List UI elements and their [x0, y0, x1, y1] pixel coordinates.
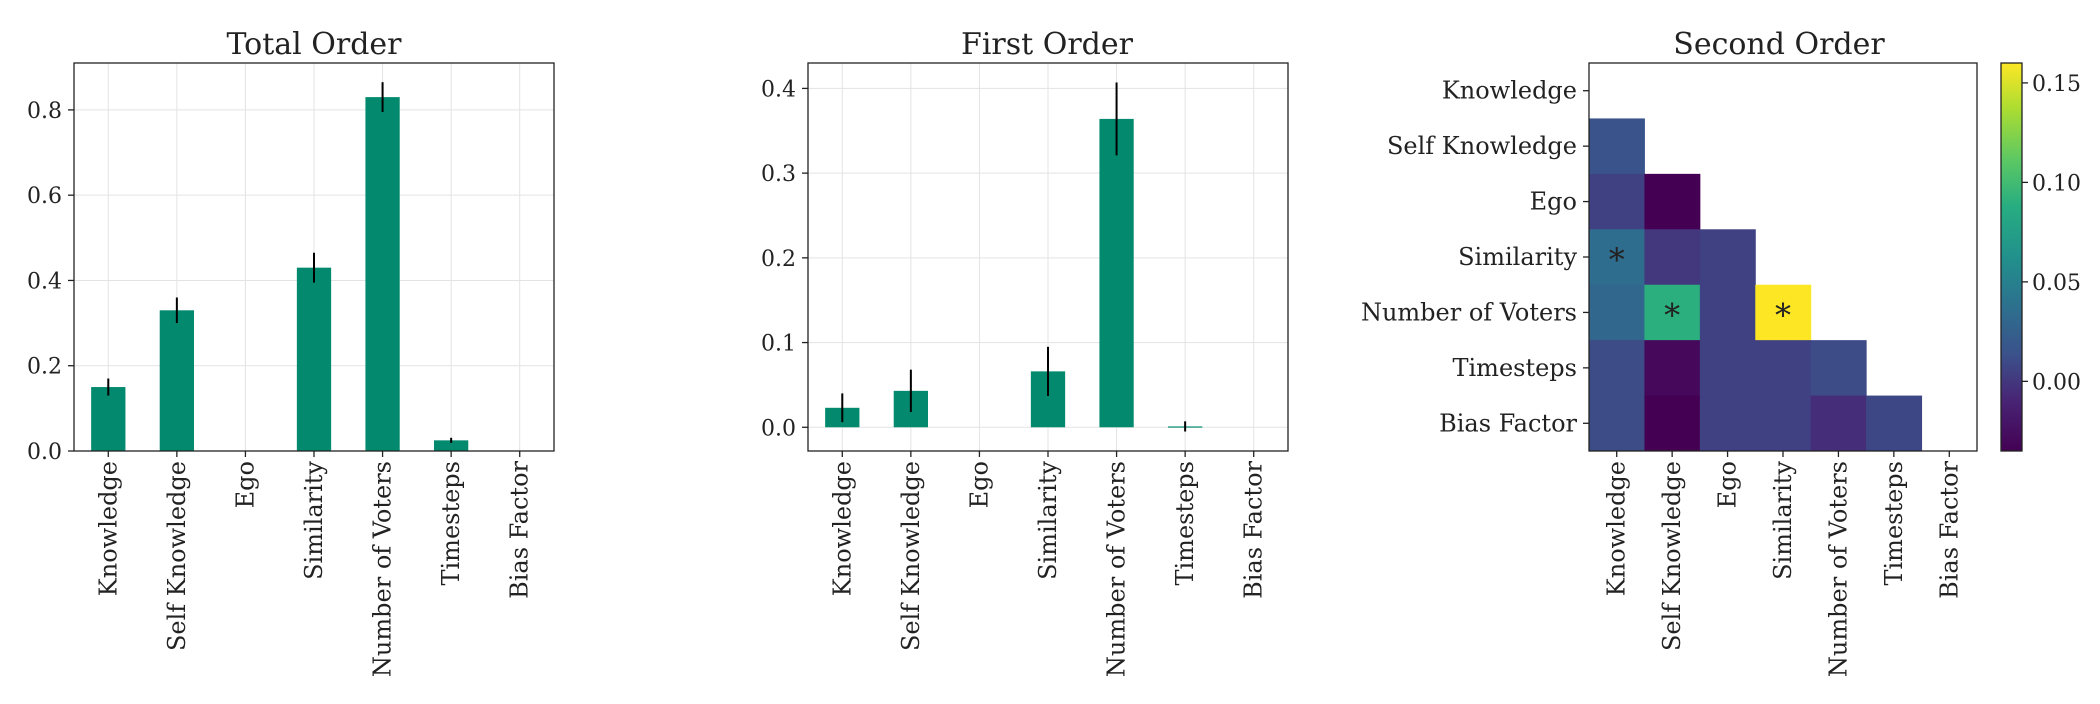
heatmap-col-label-self-knowledge: Self Knowledge [1658, 461, 1686, 651]
total-order-bar-self-knowledge [159, 310, 194, 451]
first-order-title: First Order [961, 27, 1134, 62]
heatmap-cell-timesteps-x-ego [1699, 340, 1756, 397]
first-order-xtick-label-similarity: Similarity [1034, 461, 1062, 580]
first-order-xtick-label-self-knowledge: Self Knowledge [897, 461, 925, 651]
first-order-ytick-label: 0.3 [761, 162, 796, 187]
heatmap-cell-similarity-x-self-knowledge [1644, 229, 1701, 286]
heatmap-row-label-number-of-voters: Number of Voters [1361, 298, 1577, 326]
heatmap-col-label-ego: Ego [1714, 461, 1742, 508]
heatmap-cell-number-of-voters-x-similarity [1755, 284, 1812, 341]
colorbar-tick-label: 0.10 [2032, 171, 2081, 196]
first-order-ytick-label: 0.0 [761, 416, 796, 441]
total-order-ytick-label: 0.0 [27, 440, 62, 465]
total-order-xtick-label-knowledge: Knowledge [94, 461, 122, 596]
heatmap-cell-bias-factor-x-number-of-voters [1810, 395, 1867, 452]
total-order-ytick-label: 0.4 [27, 269, 62, 294]
total-order-xtick-label-self-knowledge: Self Knowledge [163, 461, 191, 651]
total-order-bar-timesteps [434, 440, 469, 451]
heatmap-cell-timesteps-x-knowledge [1589, 340, 1645, 397]
heatmap-cell-number-of-voters-x-ego [1699, 284, 1756, 341]
total-order-ytick-label: 0.8 [27, 99, 62, 124]
first-order-xtick-label-ego: Ego [965, 461, 993, 508]
total-order-bar-knowledge [91, 387, 126, 451]
heatmap-col-label-knowledge: Knowledge [1603, 461, 1631, 596]
heatmap-col-label-similarity: Similarity [1769, 461, 1797, 580]
heatmap-row-label-timesteps: Timesteps [1453, 354, 1578, 382]
heatmap-cell-number-of-voters-x-self-knowledge [1644, 284, 1701, 341]
heatmap-cell-bias-factor-x-self-knowledge [1644, 395, 1701, 452]
total-order-bar-similarity [296, 267, 332, 451]
total-order-xtick-label-number-of-voters: Number of Voters [369, 461, 397, 677]
total-order-ytick-label: 0.6 [27, 184, 62, 209]
total-order-xtick-label-similarity: Similarity [300, 461, 328, 580]
total-order-xtick-label-timesteps: Timesteps [437, 461, 465, 586]
colorbar [2000, 62, 2023, 452]
first-order-ytick-label: 0.4 [761, 77, 796, 102]
heatmap-cell-ego-x-self-knowledge [1644, 173, 1701, 230]
second-order-heatmap: Second Order * * * Knowledge Self Knowledge E… [1361, 27, 2081, 677]
heatmap-row-label-bias-factor: Bias Factor [1439, 409, 1577, 437]
colorbar-tick-label: 0.05 [2032, 271, 2081, 296]
heatmap-cell-bias-factor-x-similarity [1755, 395, 1812, 452]
heatmap-row-label-self-knowledge: Self Knowledge [1387, 132, 1577, 160]
first-order-bar-number-of-voters [1099, 118, 1134, 428]
colorbar-tick-label: 0.00 [2032, 370, 2081, 395]
heatmap-row-label-similarity: Similarity [1458, 243, 1577, 271]
second-order-title: Second Order [1673, 27, 1885, 62]
first-order-ytick-label: 0.1 [761, 332, 796, 357]
first-order-chart: First Order 0.0 0.1 0.2 0.3 0.4 Knowledge Self… [761, 27, 1289, 677]
heatmap-cell-timesteps-x-self-knowledge [1644, 340, 1701, 397]
first-order-xtick-label-bias-factor: Bias Factor [1240, 460, 1268, 598]
heatmap-row-label-ego: Ego [1530, 188, 1577, 216]
heatmap-cell-timesteps-x-similarity [1755, 340, 1812, 397]
first-order-ytick-label: 0.2 [761, 247, 796, 272]
heatmap-col-label-number-of-voters: Number of Voters [1824, 461, 1852, 677]
heatmap-cell-ego-x-knowledge [1589, 173, 1645, 230]
heatmap-cell-similarity-x-knowledge [1589, 229, 1645, 286]
heatmap-cell-self-knowledge-x-knowledge [1589, 118, 1645, 175]
heatmap-cell-similarity-x-ego [1699, 229, 1756, 286]
first-order-xtick-label-number-of-voters: Number of Voters [1103, 461, 1131, 677]
significance-marker: * [1664, 296, 1680, 334]
total-order-title: Total Order [226, 27, 402, 62]
first-order-xtick-label-timesteps: Timesteps [1171, 461, 1199, 586]
first-order-xtick-label-knowledge: Knowledge [828, 461, 856, 596]
colorbar-tick-label: 0.15 [2032, 72, 2081, 97]
heatmap-cell-number-of-voters-x-knowledge [1589, 284, 1645, 341]
total-order-bar-number-of-voters [365, 97, 400, 451]
total-order-ytick-label: 0.2 [27, 355, 62, 380]
total-order-xtick-label-bias-factor: Bias Factor [506, 460, 534, 598]
significance-marker: * [1775, 296, 1791, 334]
heatmap-row-label-knowledge: Knowledge [1442, 77, 1577, 105]
heatmap-cell-bias-factor-x-timesteps [1866, 395, 1923, 452]
total-order-xtick-label-ego: Ego [231, 461, 259, 508]
heatmap-cell-timesteps-x-number-of-voters [1810, 340, 1867, 397]
total-order-chart: Total Order 0.0 0.2 0.4 0.6 0.8 Knowledge Self… [27, 27, 555, 677]
heatmap-col-label-bias-factor: Bias Factor [1935, 460, 1963, 598]
heatmap-cell-bias-factor-x-ego [1699, 395, 1756, 452]
heatmap-col-label-timesteps: Timesteps [1880, 461, 1908, 586]
significance-marker: * [1609, 241, 1625, 279]
heatmap-cell-bias-factor-x-knowledge [1589, 395, 1645, 452]
